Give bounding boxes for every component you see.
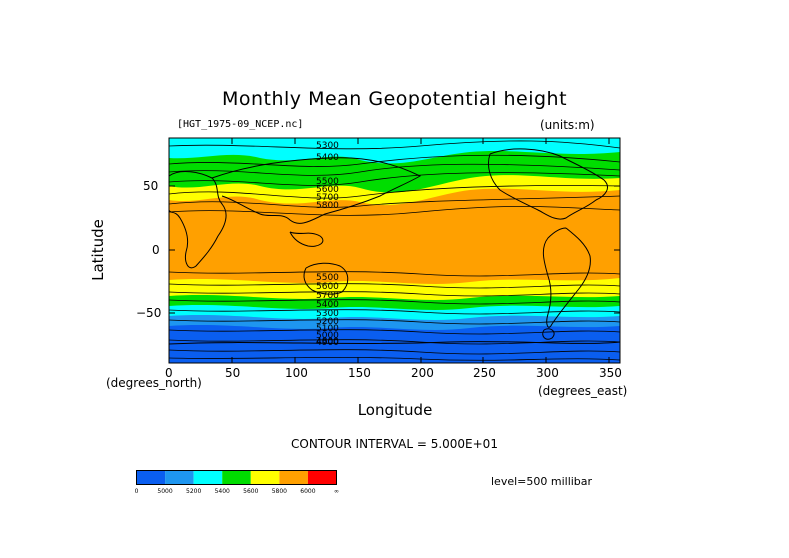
australia — [303, 262, 349, 295]
colorbar-swatch — [165, 470, 194, 485]
contour-label: 5000 — [316, 331, 339, 341]
colorbar-label: 5600 — [243, 488, 259, 495]
contour-label: 5600 — [316, 185, 339, 195]
colorbar-swatch — [279, 470, 308, 485]
colorbar-swatch — [307, 470, 337, 485]
tick-marks — [169, 138, 620, 363]
x-tick-label: 100 — [285, 366, 308, 380]
contour-label: 5300 — [316, 141, 339, 151]
filled-contours — [169, 138, 620, 363]
indonesia — [289, 231, 324, 247]
colorbar-label: 5800 — [271, 488, 287, 495]
africa-europe-coast — [169, 171, 227, 269]
colorbar-label: 5200 — [186, 488, 202, 495]
contour-label: 5200 — [316, 317, 339, 327]
level-label: level=500 millibar — [491, 475, 593, 488]
units-label: (units:m) — [540, 118, 595, 132]
contour-label: 5500 — [316, 273, 339, 283]
y-axis-label: Latitude — [89, 219, 107, 281]
contour-labels: 5300 5400 5500 5600 5700 5800 5500 5600 … — [316, 141, 339, 348]
colorbar-label: 5400 — [214, 488, 230, 495]
south-america — [542, 227, 591, 328]
x-tick-label: 250 — [473, 366, 496, 380]
contour-label: 5700 — [316, 291, 339, 301]
tierra-del-fuego — [542, 328, 555, 340]
contour-label: 5400 — [316, 153, 339, 163]
contour-label: 5100 — [316, 324, 339, 334]
x-units-label: (degrees_east) — [538, 384, 628, 398]
y-tick-label: 0 — [152, 243, 160, 257]
colorbar-label: 0 — [134, 488, 139, 495]
contour-label: 5800 — [316, 201, 339, 211]
colorbar — [136, 470, 337, 485]
contour-label: 4900 — [316, 338, 339, 348]
x-tick-label: 150 — [348, 366, 371, 380]
colorbar-label: 5000 — [157, 488, 173, 495]
contour-label: 5300 — [316, 309, 339, 319]
colorbar-swatch — [222, 470, 251, 485]
x-tick-label: 0 — [165, 366, 173, 380]
x-tick-label: 200 — [411, 366, 434, 380]
colorbar-swatch — [193, 470, 223, 485]
north-america — [487, 148, 608, 220]
file-label: [HGT_1975-09_NCEP.nc] — [177, 119, 304, 130]
contour-label: 5600 — [316, 282, 339, 292]
colorbar-label: 6000 — [300, 488, 316, 495]
contour-label: 5700 — [316, 193, 339, 203]
x-axis-label: Longitude — [357, 401, 433, 419]
y-tick-label: −50 — [136, 306, 162, 320]
y-tick-label: 50 — [143, 179, 159, 193]
asia-coast — [211, 157, 422, 224]
y-units-label: (degrees_north) — [106, 376, 202, 390]
contour-interval: CONTOUR INTERVAL = 5.000E+01 — [291, 437, 498, 451]
colorbar-swatch — [250, 470, 280, 485]
contour-label: 5400 — [316, 300, 339, 310]
colorbar-swatch — [136, 470, 166, 485]
plot-title: Monthly Mean Geopotential height — [221, 88, 568, 110]
x-tick-label: 300 — [536, 366, 559, 380]
contour-label: 4800 — [316, 337, 339, 347]
x-tick-label: 350 — [599, 366, 622, 380]
antarctica-coast — [169, 341, 620, 345]
colorbar-label: ∞ — [334, 488, 339, 495]
contour-label: 5500 — [316, 177, 339, 187]
x-tick-label: 50 — [225, 366, 241, 380]
